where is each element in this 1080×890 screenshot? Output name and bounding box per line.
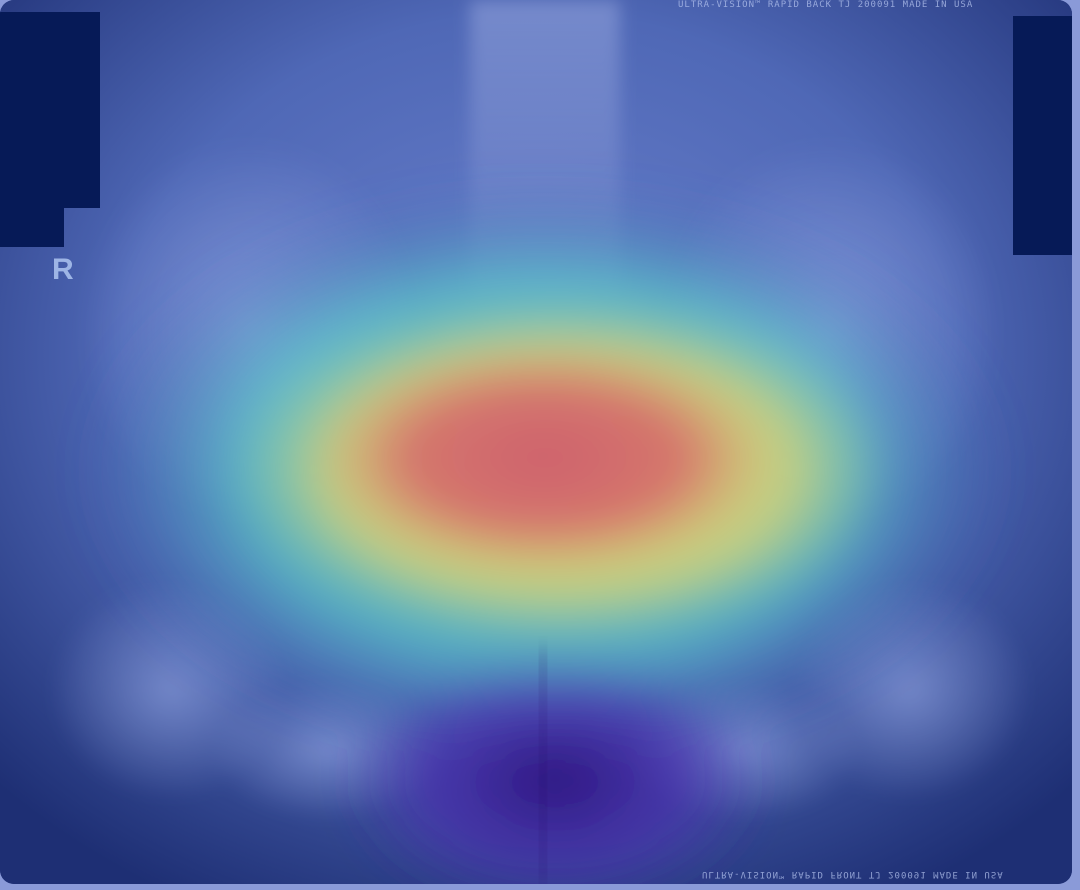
redaction-box-left-extension: [0, 206, 64, 247]
film-print-bottom: ULTRA-VISION™ RAPID FRONT TJ 200091 MADE…: [702, 869, 1004, 879]
heat-zone-hot: [310, 350, 780, 590]
redaction-box-right: [1013, 16, 1072, 255]
pubic-symphysis: [540, 650, 546, 884]
film-print-top: ULTRA-VISION™ RAPID BACK TJ 200091 MADE …: [678, 0, 974, 10]
lower-low-activation-zone: [345, 650, 765, 884]
heatmap-overlay: [75, 180, 1015, 884]
redaction-box-left: [0, 12, 100, 208]
side-marker: R: [52, 253, 74, 286]
